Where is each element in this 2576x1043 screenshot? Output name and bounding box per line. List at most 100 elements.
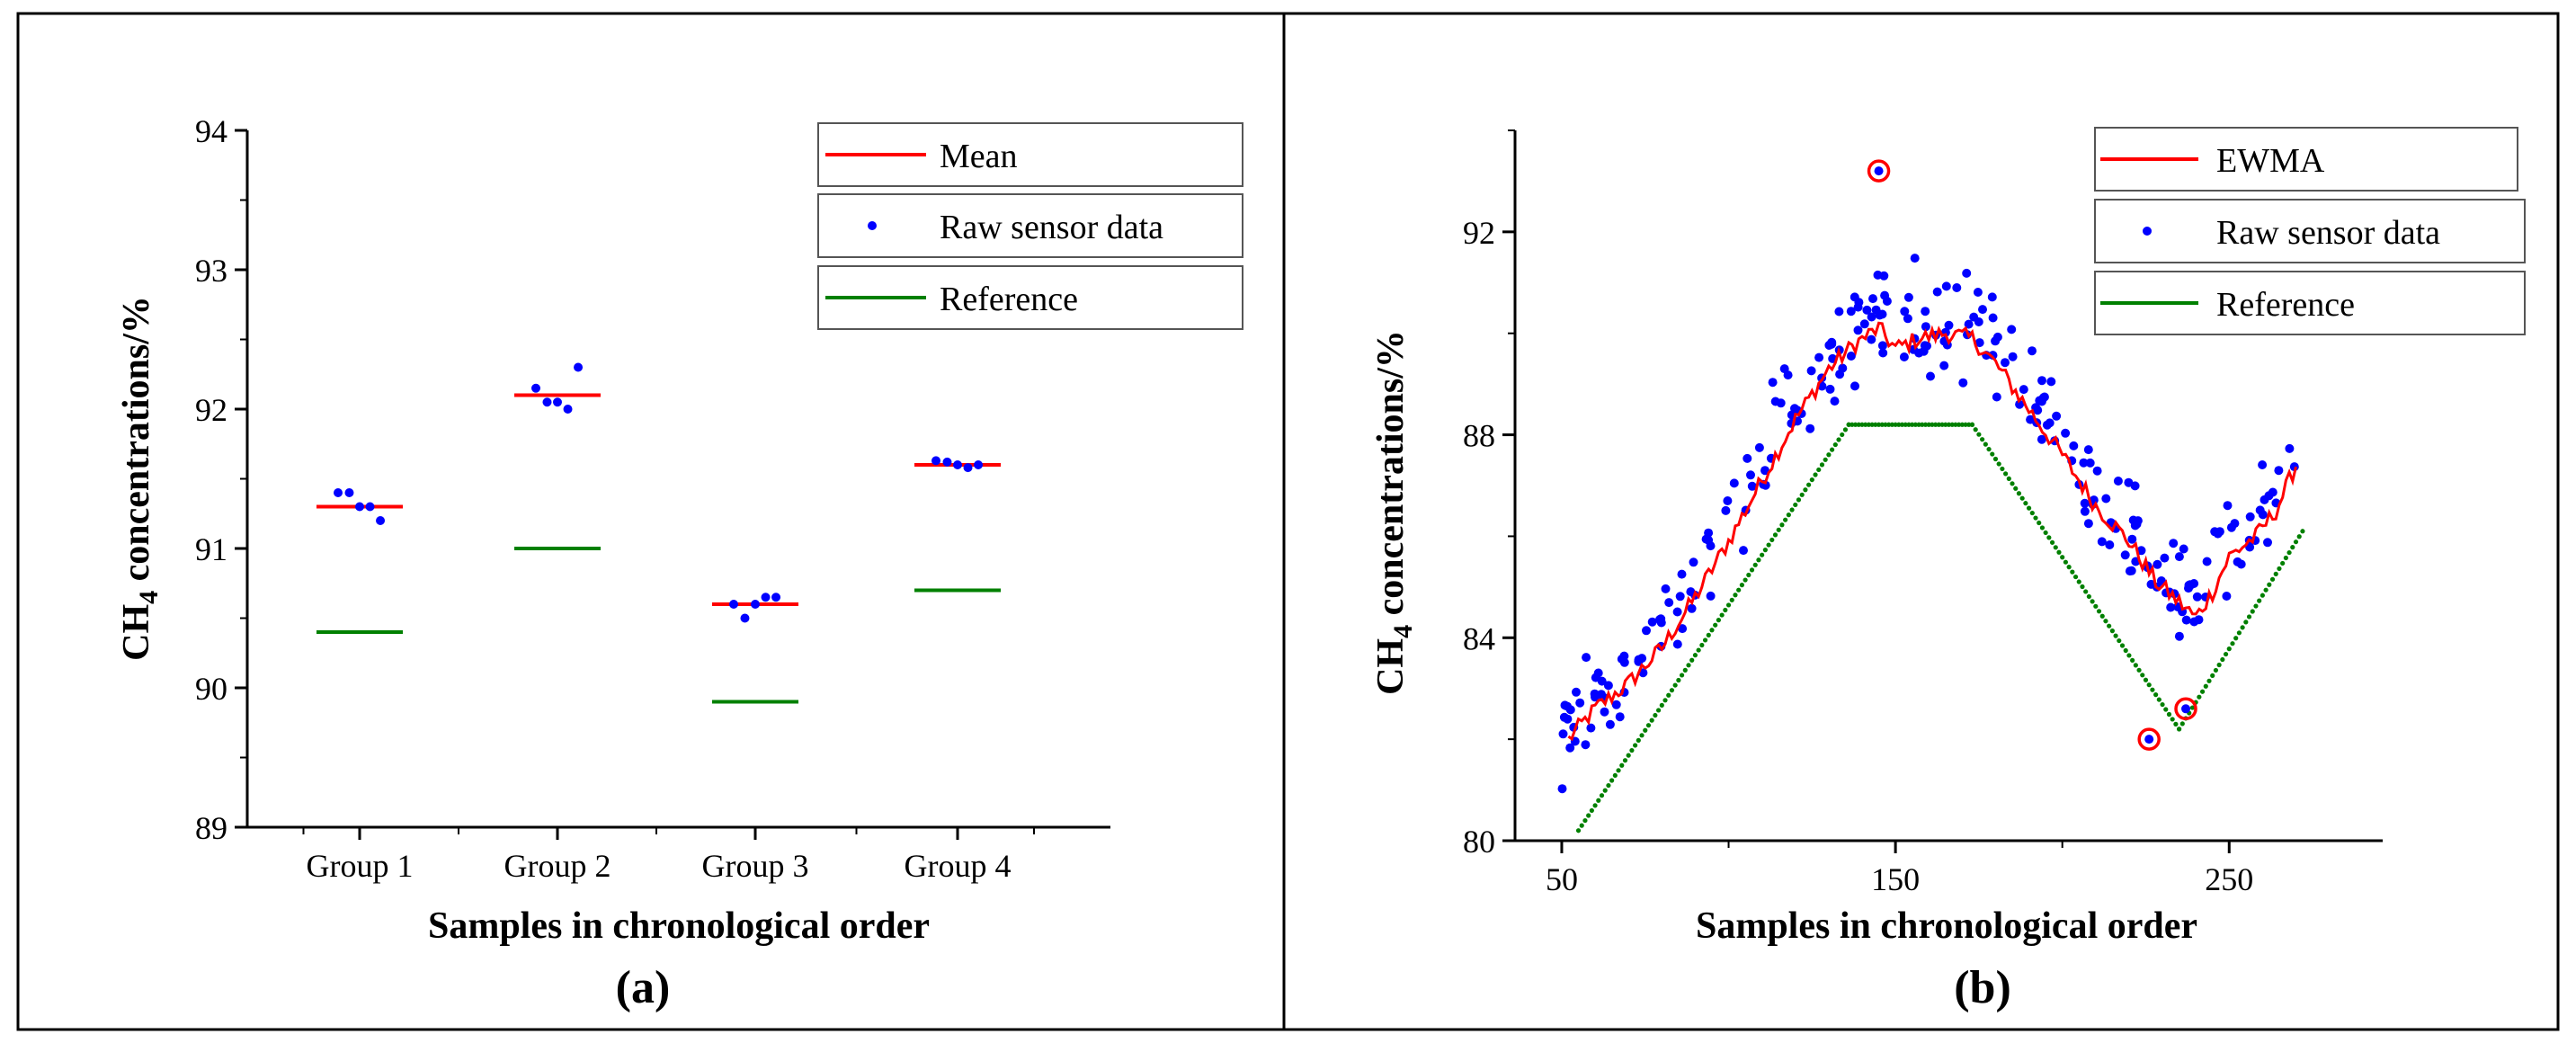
panel-b-reference-point [1776, 527, 1781, 532]
panel-b-reference-point [1896, 422, 1902, 427]
panel-b-raw-point [1846, 307, 1856, 316]
panel-b-raw-point [1617, 655, 1627, 664]
panel-a-raw-point [542, 397, 552, 407]
panel-b-raw-point [2274, 466, 2284, 476]
panel-b-raw-point [1834, 307, 1844, 316]
panel-a-y-tick-label: 94 [195, 113, 227, 149]
panel-b-reference-point [1626, 753, 1631, 758]
panel-b-reference-point [1743, 577, 1748, 583]
panel-b-reference-point [1783, 517, 1788, 522]
panel-b-outlier-ring [1867, 159, 1891, 183]
panel-b-reference-point [1969, 422, 1975, 427]
panel-b-reference-point [1826, 452, 1832, 458]
panel-b-reference-point [1959, 422, 1965, 427]
panel-b-reference-point [2263, 587, 2268, 593]
panel-b-reference-point [2119, 643, 2126, 648]
panel-b-reference-point [1886, 422, 1892, 427]
panel-b-reference-point [2049, 539, 2055, 545]
panel-b-raw-point [2008, 352, 2018, 361]
panel-b-reference-point [2253, 603, 2259, 609]
panel-b-raw-point [1859, 319, 1869, 329]
panel-b-reference-point [1653, 712, 1658, 718]
panel-b-reference-point [2236, 630, 2242, 636]
panel-a-x-ticks: Group 1 Group 2 Group 3 Group 4 [302, 827, 1035, 884]
panel-b-reference-point [1649, 718, 1654, 723]
panel-b-reference-point [2123, 647, 2128, 654]
panel-b-raw-point [1805, 423, 1815, 433]
panel-a-raw-point [953, 460, 962, 469]
panel-b-raw-point [1581, 740, 1591, 750]
panel-b-y-axis-title: CH4 concentrations/% [1370, 330, 1418, 695]
panel-b-raw-point [1806, 366, 1816, 376]
panel-b-reference-point [1832, 441, 1838, 448]
panel-b-raw-point [1600, 707, 1609, 717]
panel-b-reference-point [1602, 788, 1608, 793]
panel-b-reference-point [2153, 692, 2159, 698]
panel-b-raw-point [1926, 371, 1935, 381]
panel-b-reference-point [2140, 673, 2145, 678]
panel-b-raw-point [1988, 313, 1998, 323]
panel-b-reference-point [1973, 427, 1978, 432]
panel-b-reference-point [1779, 522, 1785, 528]
panel-a-y-tick-label: 93 [195, 253, 227, 289]
panel-b-raw-point [1878, 348, 1888, 358]
panel-b-reference-point [1709, 628, 1715, 633]
panel-b-reference-point [1953, 422, 1958, 427]
panel-b-reference-point [1769, 537, 1775, 543]
panel-b-outlier-markers [1867, 159, 2197, 751]
panel-b-reference-point [1926, 422, 1931, 427]
panel-b-raw-point [1770, 397, 1780, 406]
panel-a-raw-point [963, 463, 973, 473]
panel-b-raw-point [1903, 314, 1912, 324]
panel-b-raw-point [1992, 392, 2001, 402]
panel-b-reference-point [1599, 793, 1605, 798]
panel-b-reference-point [2083, 589, 2089, 594]
panel-a-raw-point [771, 593, 781, 602]
panel-b-reference-point [2283, 555, 2288, 561]
panel-b-raw-point [1754, 442, 1764, 452]
panel-b-reference-point [1840, 432, 1845, 438]
panel-a-label: (a) [616, 962, 671, 1013]
panel-b-reference-point [1579, 823, 1584, 828]
panel-b-raw-point [1760, 466, 1769, 476]
panel-b-reference-point [2296, 534, 2302, 539]
panel-b-raw-point [2192, 592, 2202, 602]
panel-b-reference-point [1876, 422, 1882, 427]
panel-b-raw-point [2035, 396, 2045, 406]
panel-b-raw-point [1706, 591, 1716, 601]
panel-a-x-tick-label: Group 4 [905, 848, 1012, 884]
panel-b-reference-point [1957, 422, 1962, 427]
panel-a-y-axis-title: CH4 concentrations/% [116, 296, 164, 661]
panel-b-raw-point [1582, 653, 1591, 663]
panel-b-raw-point [1689, 557, 1698, 567]
panel-b-outlier-ring [2174, 697, 2197, 721]
panel-b-reference-point [1992, 456, 1999, 462]
panel-b-reference-point [2293, 539, 2299, 545]
legend-b-reference-label: Reference [2216, 286, 2355, 324]
panel-a-raw-point [376, 516, 386, 525]
panel-b-reference-point [1762, 548, 1768, 553]
panel-b-raw-point [1974, 317, 1983, 326]
panel-b-reference-point [2197, 694, 2202, 700]
panel-b-reference-point [1943, 422, 1948, 427]
panel-b: 80 84 88 92 50 150 250 CH4 concentrations/% S… [1370, 127, 2526, 1013]
panel-b-raw-point [2031, 403, 2041, 413]
panel-b-raw-point [2083, 519, 2093, 529]
panel-b-reference-point [1829, 447, 1835, 452]
panel-a-legend: Mean Raw sensor data Reference [817, 122, 1243, 330]
panel-b-raw-point [1910, 254, 1920, 263]
panel-b-raw-point [1914, 348, 1924, 358]
panel-b-reference-point [2043, 530, 2048, 536]
panel-b-x-axis-title: Samples in chronological order [1696, 905, 2197, 947]
panel-b-reference-point [1622, 758, 1628, 763]
panel-b-reference-point [2109, 628, 2115, 634]
panel-b-raw-point [1978, 305, 1987, 315]
panel-b-raw-point [2037, 376, 2046, 386]
panel-b-raw-point [1677, 569, 1687, 579]
panel-b-raw-point [1634, 656, 1644, 666]
panel-b-reference-point [2206, 678, 2212, 683]
panel-b-raw-point [1862, 305, 1872, 315]
panel-b-raw-point [1921, 322, 1930, 332]
panel-b-reference-point [2269, 576, 2276, 582]
panel-a-y-ticks: 89 90 91 92 93 94 [195, 113, 247, 846]
